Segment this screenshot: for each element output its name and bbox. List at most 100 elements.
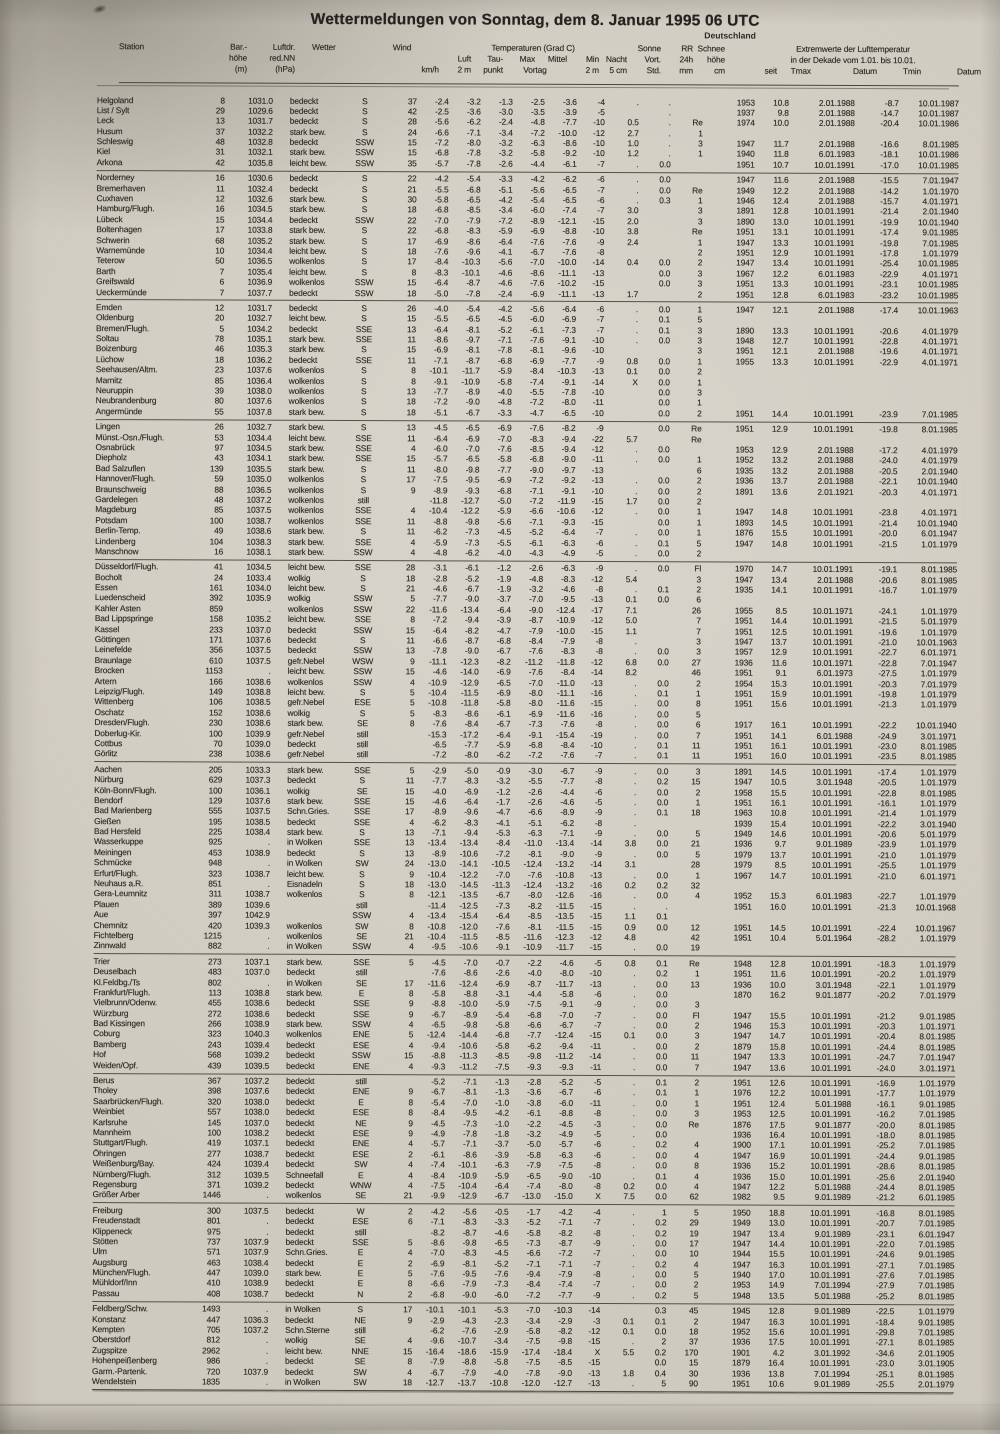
table-cell: -6.9 bbox=[430, 1258, 445, 1269]
table-cell: in Wolken bbox=[284, 1376, 321, 1387]
table-cell: 0.0 bbox=[658, 444, 670, 455]
table-cell: -10 bbox=[593, 138, 605, 149]
table-cell: Re bbox=[689, 958, 700, 969]
table-cell: 1.8 bbox=[622, 1367, 634, 1378]
table-cell: 571 bbox=[206, 1246, 221, 1257]
table-cell: -4.0 bbox=[497, 386, 512, 397]
table-cell: 2 bbox=[696, 475, 702, 486]
table-cell: -8.7 bbox=[465, 355, 480, 366]
table-cell: Öhringen bbox=[92, 1147, 127, 1158]
table-cell: 1.01.1979 bbox=[920, 766, 957, 778]
table-cell: 1038.5 bbox=[245, 697, 271, 708]
table-cell: -9.6 bbox=[464, 806, 479, 817]
table-cell: -7 bbox=[593, 1248, 601, 1259]
table-cell: -0.9 bbox=[496, 765, 511, 776]
table-cell: 4.01.1971 bbox=[921, 357, 958, 368]
table-cell: -7.4 bbox=[526, 1180, 541, 1191]
table-cell: 1951 bbox=[733, 922, 752, 933]
table-cell: 0.1 bbox=[655, 1087, 668, 1098]
table-cell: in Wolken bbox=[286, 858, 323, 869]
table-cell: bedeckt bbox=[285, 1158, 315, 1170]
table-cell: 20 bbox=[214, 312, 225, 323]
table-cell: -19.9 bbox=[880, 216, 899, 227]
table-cell: Augsburg bbox=[92, 1256, 128, 1267]
table-cell: -9.0 bbox=[465, 593, 479, 605]
table-cell: 15 bbox=[405, 666, 415, 677]
table-cell: 1038.9 bbox=[244, 1018, 270, 1029]
table-cell: 18 bbox=[689, 1326, 699, 1337]
table-cell: -24.4 bbox=[876, 1041, 896, 1053]
table-cell: 1937 bbox=[736, 107, 755, 118]
table-cell: 0.0 bbox=[658, 267, 671, 279]
table-cell: bedeckt bbox=[287, 774, 316, 786]
table-cell: 50 bbox=[215, 255, 225, 266]
table-cell: 7.01.1985 bbox=[918, 1218, 955, 1229]
table-cell: 13.6 bbox=[769, 1062, 786, 1073]
table-cell: -15.9 bbox=[489, 1346, 509, 1357]
table-cell: 1 bbox=[695, 869, 700, 881]
table-cell: 0.0 bbox=[656, 1020, 668, 1031]
table-cell: 14.8 bbox=[771, 538, 788, 549]
table-cell: 1951 bbox=[733, 901, 752, 912]
table-cell: 15 bbox=[403, 1346, 413, 1357]
table-cell: wolkig bbox=[287, 707, 310, 718]
table-cell: Bremerhaven bbox=[96, 182, 146, 193]
table-cell: 16.4 bbox=[769, 1129, 785, 1140]
table-cell: -8.6 bbox=[562, 137, 577, 148]
table-cell: 408 bbox=[206, 1288, 221, 1299]
table-cell: SE bbox=[356, 785, 368, 796]
table-cell bbox=[896, 710, 956, 721]
table-cell: . bbox=[635, 506, 638, 517]
table-cell: 8.01.1985 bbox=[922, 139, 959, 150]
table-cell: ESE bbox=[354, 697, 371, 708]
table-cell: 4.01.1971 bbox=[922, 196, 959, 207]
table-cell: 11 bbox=[406, 526, 416, 537]
table-cell: 16.0 bbox=[770, 901, 786, 912]
table-cell: -27.1 bbox=[875, 1337, 895, 1348]
table-cell: -6.5 bbox=[496, 677, 511, 688]
table-cell: 1037.2 bbox=[246, 494, 272, 505]
table-cell: -4.5 bbox=[498, 313, 513, 324]
table-cell: 705 bbox=[206, 1324, 221, 1335]
table-cell: -6.4 bbox=[494, 1180, 509, 1191]
table-cell: 2.01.1905 bbox=[918, 1348, 955, 1359]
table-cell: seit bbox=[764, 65, 777, 76]
table-cell: 13 bbox=[405, 645, 415, 656]
table-cell: 1949 bbox=[732, 1217, 751, 1228]
table-cell: -4.9 bbox=[559, 1128, 573, 1139]
table-cell: -21.4 bbox=[880, 206, 899, 217]
table-cell: -7.7 bbox=[527, 1030, 542, 1041]
table-cell: -7.6 bbox=[528, 666, 543, 677]
table-cell bbox=[753, 595, 787, 606]
table-cell: 1032.6 bbox=[247, 193, 273, 204]
table-cell: wolkenlos bbox=[289, 256, 325, 267]
table-cell bbox=[603, 465, 637, 476]
table-cell: -12.7 bbox=[425, 1377, 444, 1388]
table-cell: -4.4 bbox=[530, 158, 545, 169]
table-cell: -9 bbox=[596, 423, 604, 434]
table-cell: -4.0 bbox=[432, 785, 447, 796]
table-cell: -25.5 bbox=[875, 1379, 894, 1390]
table-cell: 0.0 bbox=[658, 423, 670, 434]
table-cell: Tmin bbox=[902, 66, 921, 77]
table-cell: -7.5 bbox=[527, 999, 542, 1010]
table-cell: -3.6 bbox=[562, 96, 577, 107]
table-cell: bedeckt bbox=[284, 1366, 314, 1377]
table-cell: -7.3 bbox=[495, 900, 510, 911]
table-cell: -1.9 bbox=[497, 573, 512, 584]
table-cell: still bbox=[356, 899, 368, 910]
table-cell: -24.6 bbox=[876, 1249, 895, 1260]
table-cell: 1951 bbox=[734, 740, 753, 751]
table-cell: -7.9 bbox=[558, 1268, 573, 1279]
table-cell: -23.9 bbox=[879, 408, 898, 419]
table-cell: 10.01.1991 bbox=[813, 356, 854, 367]
table-cell: -13.0 bbox=[522, 1191, 541, 1202]
table-cell: 272 bbox=[207, 1008, 222, 1019]
table-cell: 35 bbox=[407, 158, 417, 169]
table-cell: -14.1 bbox=[459, 858, 478, 869]
table-cell: -5.0 bbox=[526, 1139, 541, 1150]
table-cell: -8.8 bbox=[463, 988, 478, 999]
table-cell: 1033.4 bbox=[246, 572, 272, 583]
table-cell: 1037.5 bbox=[243, 1205, 269, 1216]
table-cell: bedeckt bbox=[285, 1257, 314, 1268]
